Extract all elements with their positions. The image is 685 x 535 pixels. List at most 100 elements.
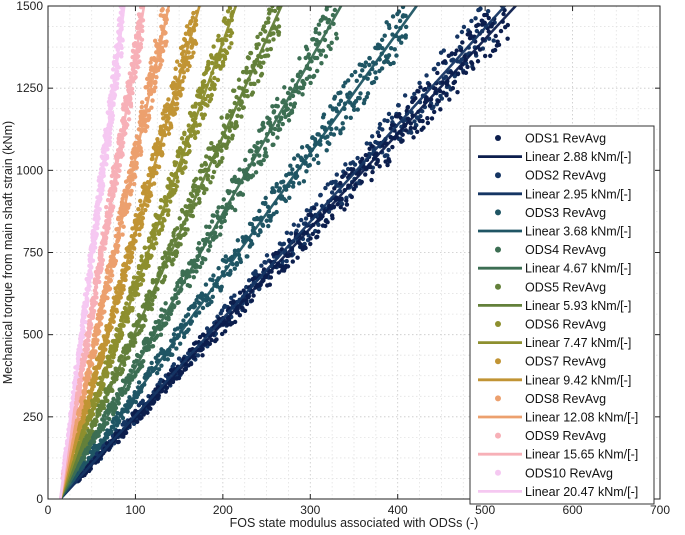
data-point bbox=[308, 80, 313, 86]
data-point bbox=[355, 155, 360, 161]
data-point bbox=[124, 209, 130, 215]
data-point bbox=[277, 127, 283, 132]
data-point bbox=[153, 148, 159, 153]
data-point bbox=[380, 127, 385, 132]
data-point bbox=[341, 83, 346, 89]
data-point bbox=[210, 175, 215, 180]
data-point bbox=[150, 278, 156, 283]
data-point bbox=[418, 113, 423, 119]
data-point bbox=[402, 93, 408, 98]
data-point bbox=[260, 120, 266, 126]
data-point bbox=[111, 319, 116, 325]
data-point bbox=[241, 105, 246, 110]
data-point bbox=[205, 177, 210, 182]
data-point bbox=[275, 135, 280, 140]
data-point bbox=[222, 218, 227, 224]
data-point bbox=[455, 89, 460, 95]
data-point bbox=[229, 295, 234, 301]
data-point bbox=[245, 254, 250, 259]
data-point bbox=[212, 82, 217, 88]
data-point bbox=[127, 71, 133, 76]
data-point bbox=[190, 269, 196, 274]
data-point bbox=[187, 63, 192, 69]
data-point bbox=[262, 146, 268, 152]
data-point bbox=[199, 260, 205, 265]
data-point bbox=[288, 252, 293, 257]
data-point bbox=[197, 334, 203, 340]
data-point bbox=[133, 69, 138, 75]
data-point bbox=[221, 142, 226, 147]
data-point bbox=[202, 112, 208, 117]
data-point bbox=[255, 140, 260, 145]
data-point bbox=[377, 164, 382, 169]
data-point bbox=[353, 69, 358, 75]
data-point bbox=[411, 135, 416, 140]
data-point bbox=[238, 259, 244, 265]
data-point bbox=[173, 66, 178, 71]
data-point bbox=[338, 98, 344, 103]
data-point bbox=[468, 33, 473, 38]
data-point bbox=[423, 86, 428, 92]
data-point bbox=[365, 91, 371, 96]
data-point bbox=[225, 9, 231, 14]
data-point bbox=[498, 28, 504, 34]
data-point bbox=[333, 0, 337, 4]
data-point bbox=[249, 222, 255, 227]
data-point bbox=[179, 370, 185, 375]
data-point bbox=[343, 162, 348, 167]
data-point bbox=[183, 366, 188, 372]
data-point bbox=[287, 195, 292, 200]
data-point bbox=[237, 167, 242, 172]
data-point bbox=[188, 198, 193, 204]
data-point bbox=[459, 29, 465, 35]
data-point bbox=[292, 101, 298, 106]
data-point bbox=[219, 284, 224, 290]
data-point bbox=[125, 319, 131, 324]
data-point bbox=[253, 70, 258, 75]
data-point bbox=[259, 161, 264, 167]
data-point bbox=[353, 182, 358, 188]
data-point bbox=[403, 24, 409, 30]
data-point bbox=[107, 135, 113, 140]
data-point bbox=[319, 61, 324, 66]
data-point bbox=[140, 278, 146, 283]
data-point bbox=[452, 73, 457, 79]
plot-content bbox=[58, 0, 518, 499]
data-point bbox=[226, 139, 231, 144]
legend-marker bbox=[495, 246, 501, 253]
data-point bbox=[351, 167, 356, 172]
data-point bbox=[334, 36, 340, 41]
data-point bbox=[340, 174, 345, 180]
data-point bbox=[227, 2, 231, 6]
data-point bbox=[455, 71, 461, 76]
data-point bbox=[207, 243, 213, 249]
legend-fit-label: Linear 12.08 kNm/[-] bbox=[525, 411, 638, 425]
data-point bbox=[349, 73, 355, 78]
data-point bbox=[330, 0, 334, 2]
data-point bbox=[316, 222, 321, 227]
data-point bbox=[134, 419, 140, 425]
data-point bbox=[273, 1, 277, 5]
fit-line-ods9 bbox=[58, 6, 146, 499]
data-point bbox=[288, 86, 293, 91]
data-point bbox=[146, 113, 152, 118]
data-point bbox=[307, 66, 313, 72]
data-point bbox=[272, 126, 278, 132]
data-point bbox=[156, 367, 162, 372]
data-point bbox=[334, 109, 340, 114]
data-point bbox=[471, 66, 476, 71]
data-point bbox=[176, 300, 181, 305]
data-point bbox=[194, 269, 199, 274]
data-point bbox=[203, 162, 209, 167]
data-point bbox=[316, 160, 321, 166]
legend-entry-label: ODS3 RevAvg bbox=[525, 206, 606, 220]
legend-entry-label: ODS10 RevAvg bbox=[525, 466, 613, 480]
legend-entry-label: ODS8 RevAvg bbox=[525, 392, 606, 406]
data-point bbox=[304, 208, 310, 213]
data-point bbox=[174, 250, 180, 255]
data-point bbox=[206, 66, 211, 71]
data-point bbox=[149, 360, 154, 366]
data-point bbox=[325, 134, 330, 139]
